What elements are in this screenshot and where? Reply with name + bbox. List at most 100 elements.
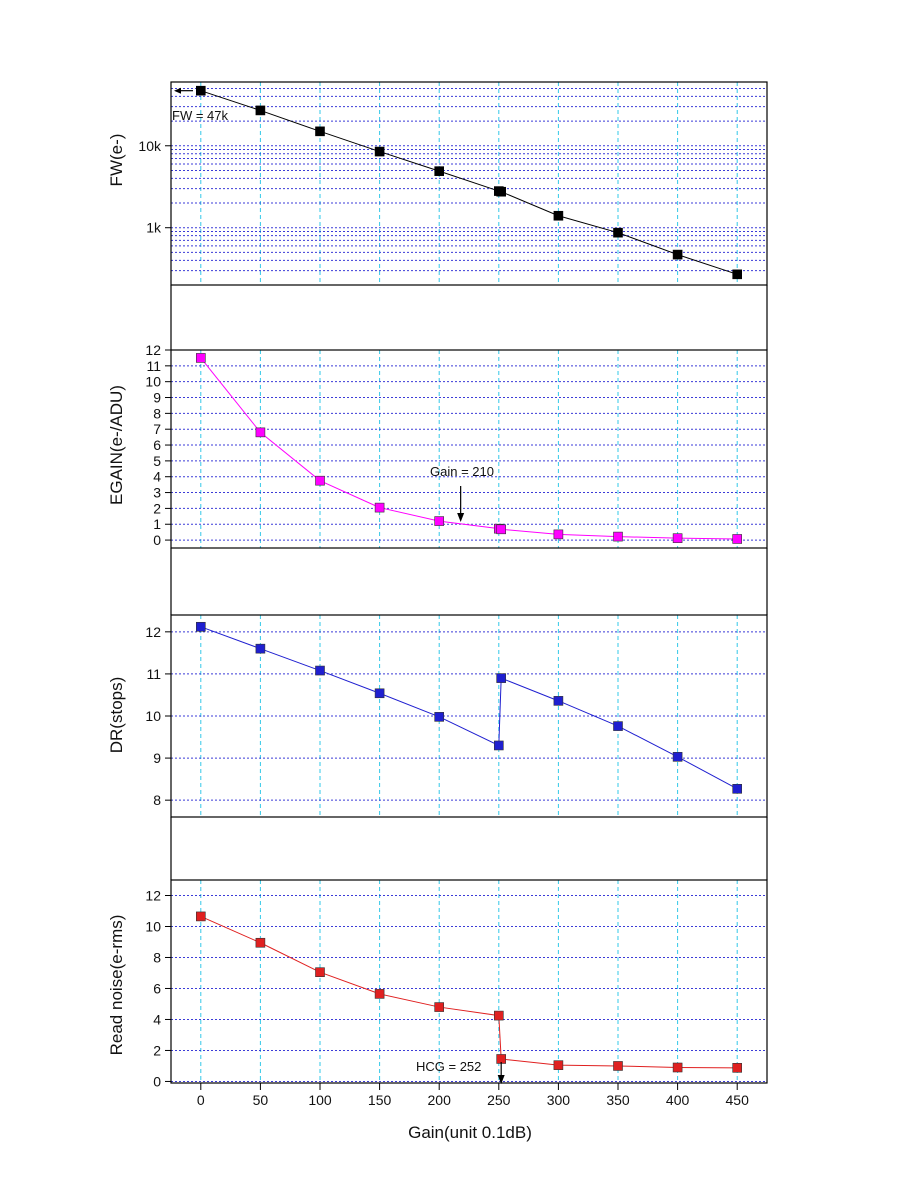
- y-tick-label: 5: [153, 453, 161, 469]
- x-tick-label: 450: [726, 1092, 750, 1108]
- data-point: [732, 1063, 743, 1073]
- y-tick-label: 9: [153, 390, 161, 406]
- data-marks: [196, 85, 743, 280]
- data-point: [732, 784, 743, 794]
- annotation-arrowhead: [497, 1075, 505, 1084]
- annotation-gain: Gain = 210: [430, 464, 494, 479]
- panel-dynamic-range: 8 9 10 11 12 DR(stops): [107, 614, 768, 818]
- data-point: [553, 1060, 564, 1070]
- x-tick-label: 50: [253, 1092, 269, 1108]
- data-point: [496, 186, 506, 197]
- y-tick-label: 0: [153, 532, 161, 548]
- data-point: [255, 427, 266, 438]
- grid: [171, 880, 767, 1083]
- x-tick-label: 350: [606, 1092, 630, 1108]
- data-point: [196, 911, 206, 922]
- y-tick-label: 0: [153, 1073, 161, 1089]
- y-tick-label: 8: [153, 792, 161, 808]
- y-tick-label: 2: [153, 1042, 161, 1058]
- grid: [171, 82, 767, 285]
- x-tick-label: 0: [197, 1092, 205, 1108]
- data-point: [196, 85, 206, 96]
- y-tick-label: 10k: [138, 138, 162, 154]
- data-point: [434, 712, 445, 722]
- y-tick-label: 10: [145, 374, 161, 390]
- data-point: [315, 475, 325, 486]
- data-point: [493, 1010, 504, 1021]
- panel-full-well: 1k 10k FW(e-) FW = 47k: [107, 81, 768, 286]
- data-point: [553, 529, 564, 540]
- x-tick-label: 100: [308, 1092, 332, 1108]
- annotation-hcg: HCG = 252: [416, 1059, 481, 1074]
- data-point: [255, 937, 266, 948]
- y-ticks: 8 9 10 11 12: [145, 624, 171, 808]
- y-tick-label: 6: [153, 980, 161, 996]
- y-axis-title: FW(e-): [107, 134, 126, 187]
- annotation-arrowhead: [174, 87, 181, 94]
- panel-read-noise: 0 2 4 6 8 10 12 Read noise(e-rms) HCG = 252 0 5…: [107, 879, 768, 1142]
- y-tick-label: 11: [146, 666, 161, 682]
- data-point: [496, 673, 506, 683]
- data-point: [434, 516, 445, 526]
- data-point: [374, 688, 385, 699]
- data-point: [672, 752, 683, 762]
- data-point: [196, 353, 206, 363]
- data-marks: [196, 911, 743, 1073]
- data-point: [553, 696, 564, 706]
- data-point: [672, 249, 683, 260]
- grid: [171, 349, 767, 548]
- data-point: [434, 1002, 445, 1012]
- data-marks: [196, 353, 743, 544]
- y-tick-label: 9: [153, 750, 161, 766]
- data-point: [196, 621, 206, 632]
- x-tick-label: 300: [547, 1092, 571, 1108]
- y-tick-label: 12: [145, 887, 161, 903]
- data-point: [255, 105, 266, 116]
- y-ticks: 1k 10k: [138, 138, 171, 236]
- plot-frame: [170, 81, 768, 286]
- x-tick-label: 250: [487, 1092, 511, 1108]
- panel-separators: [170, 285, 768, 880]
- y-axis-title: Read noise(e-rms): [107, 915, 126, 1056]
- data-point: [732, 269, 743, 280]
- data-point: [374, 989, 385, 999]
- y-tick-label: 11: [146, 358, 161, 374]
- y-tick-label: 12: [145, 342, 161, 358]
- x-tick-label: 150: [368, 1092, 392, 1108]
- data-point: [315, 967, 325, 978]
- data-point: [672, 533, 683, 543]
- y-tick-label: 4: [153, 1011, 161, 1027]
- plot-frame: [170, 349, 768, 549]
- data-point: [315, 665, 325, 676]
- y-tick-label: 10: [145, 918, 161, 934]
- data-point: [434, 166, 445, 176]
- data-point: [374, 502, 385, 513]
- y-tick-label: 7: [153, 421, 161, 437]
- y-axis-title: DR(stops): [107, 677, 126, 754]
- x-tick-label: 200: [428, 1092, 452, 1108]
- y-tick-label: 6: [153, 437, 161, 453]
- y-tick-label: 12: [145, 624, 161, 640]
- grid: [171, 615, 767, 817]
- y-tick-label: 8: [153, 405, 161, 421]
- y-tick-label: 10: [145, 708, 161, 724]
- data-point: [613, 1061, 623, 1071]
- x-tick-label: 400: [666, 1092, 690, 1108]
- data-point: [613, 721, 623, 731]
- data-marks: [196, 621, 743, 794]
- data-point: [493, 740, 504, 751]
- data-point: [613, 227, 623, 238]
- data-point: [315, 126, 325, 137]
- y-axis-title: EGAIN(e-/ADU): [107, 385, 126, 505]
- data-point: [496, 524, 506, 535]
- x-ticks: 0 50 100 150 200 250 300 350 400 450: [197, 1083, 749, 1108]
- y-tick-label: 2: [153, 500, 161, 516]
- x-axis-title: Gain(unit 0.1dB): [408, 1123, 532, 1142]
- data-point: [613, 531, 623, 542]
- annotation-arrowhead: [457, 513, 465, 522]
- y-tick-label: 1k: [146, 220, 162, 236]
- data-point: [553, 210, 564, 221]
- data-point: [672, 1062, 683, 1073]
